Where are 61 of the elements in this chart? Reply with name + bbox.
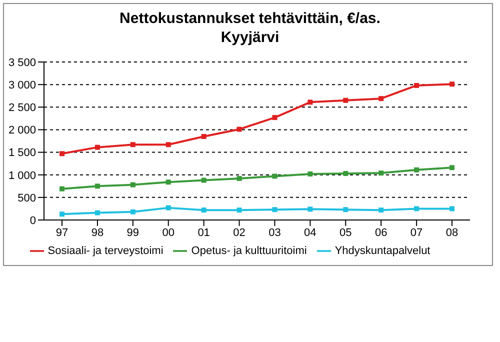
- point: [414, 206, 420, 212]
- x-tick-label: 03: [268, 226, 281, 239]
- point: [343, 171, 348, 176]
- point: [308, 100, 313, 105]
- point: [60, 212, 64, 217]
- x-tick-label: 08: [446, 226, 458, 239]
- point: [166, 205, 171, 210]
- x-tick-label: 97: [56, 226, 68, 239]
- x-tick-label: 05: [340, 226, 352, 239]
- legend-label: Opetus- ja kulttuuritoimi: [191, 244, 307, 257]
- point: [272, 174, 278, 179]
- point: [343, 98, 348, 103]
- y-tick-label: 2 500: [8, 102, 36, 114]
- point: [378, 208, 384, 213]
- x-tick-label: 00: [162, 226, 174, 239]
- x-tick-label: 02: [233, 226, 246, 239]
- y-tick-label: 0: [30, 214, 36, 227]
- point: [201, 178, 206, 183]
- x-tick-label: 06: [374, 226, 388, 239]
- legend-label: Yhdyskuntapalvelut: [334, 244, 430, 257]
- x-tick-label: 99: [126, 226, 140, 239]
- point: [450, 165, 454, 170]
- chart-title: Nettokustannukset tehtävittäin, €/as.: [118, 9, 382, 28]
- point: [130, 209, 136, 214]
- point: [201, 208, 206, 213]
- point: [378, 96, 384, 102]
- point: [236, 176, 242, 181]
- point: [272, 207, 278, 212]
- x-tick-label: 98: [91, 226, 104, 239]
- point: [94, 184, 100, 189]
- point: [308, 206, 313, 212]
- x-tick-label: 04: [304, 226, 316, 239]
- y-tick-label: 2 000: [8, 124, 36, 137]
- y-tick-label: 3 000: [8, 79, 36, 92]
- y-tick-label: 500: [18, 192, 36, 204]
- point: [130, 142, 136, 148]
- point: [450, 82, 454, 87]
- point: [201, 134, 206, 139]
- point: [272, 115, 278, 120]
- x-tick-label: 07: [410, 226, 423, 239]
- y-tick-label: 1 500: [8, 147, 36, 160]
- x-tick-label: 01: [198, 226, 210, 239]
- point: [236, 208, 242, 213]
- point: [378, 170, 384, 176]
- y-tick-label: 1 000: [8, 170, 36, 182]
- point: [130, 182, 136, 188]
- point: [414, 82, 420, 88]
- point: [94, 144, 100, 150]
- point: [60, 151, 64, 156]
- point: [236, 126, 242, 132]
- point: [94, 210, 100, 216]
- point: [308, 171, 313, 176]
- point: [450, 206, 454, 212]
- point: [60, 186, 64, 192]
- chart-subtitle: Kyyjärvi: [220, 28, 280, 47]
- point: [166, 142, 171, 148]
- point: [166, 180, 171, 185]
- point: [414, 167, 420, 172]
- y-tick-label: 3 500: [8, 56, 36, 69]
- point: [343, 207, 348, 212]
- legend-label: Sosiaali- ja terveystoimi: [48, 244, 164, 257]
